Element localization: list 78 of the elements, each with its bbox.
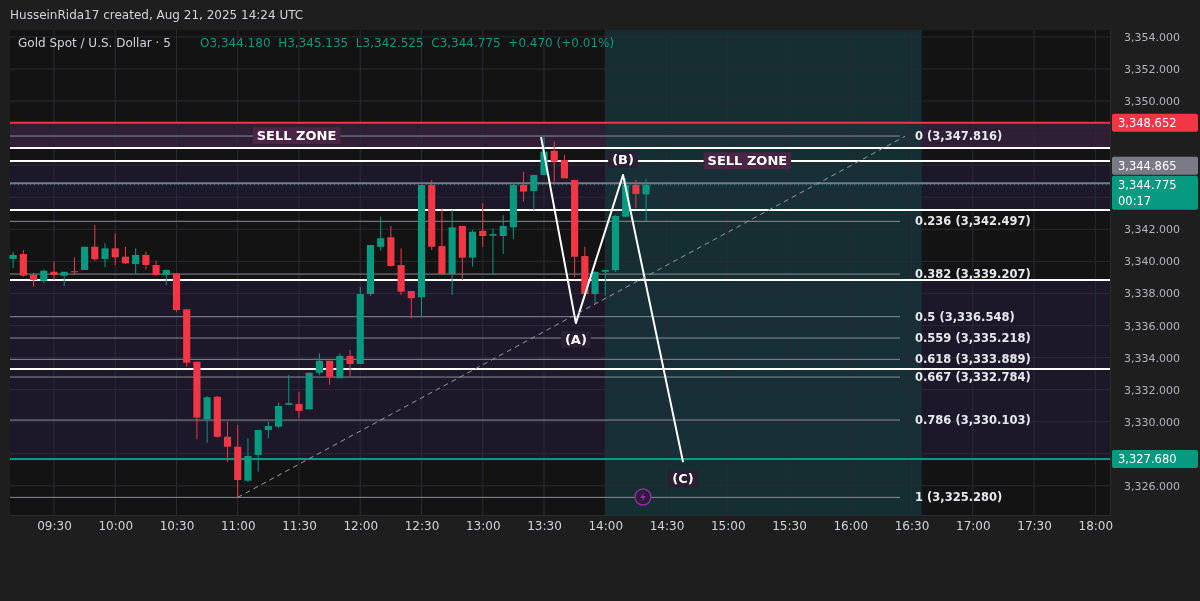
x-tick-label: 17:00 <box>955 518 991 533</box>
x-tick-label: 11:00 <box>220 518 256 533</box>
candlestick <box>550 141 558 184</box>
candlestick <box>70 256 78 276</box>
ref-line-label: 3,348.652 <box>1118 115 1177 130</box>
candlestick <box>285 374 293 406</box>
y-tick-label: 3,352.000 <box>1124 62 1180 76</box>
x-tick-label: 13:30 <box>527 518 562 533</box>
candlestick <box>642 178 650 222</box>
x-tick-label: 12:00 <box>343 518 379 533</box>
y-tick-label: 3,330.000 <box>1124 415 1180 429</box>
candlestick <box>203 395 211 444</box>
candlestick <box>9 251 17 269</box>
candlestick <box>336 352 344 379</box>
ref-line-label: 1 (3,325.280) <box>915 490 1003 505</box>
x-tick-label: 17:30 <box>1017 518 1052 533</box>
x-tick-label: 16:00 <box>833 518 869 533</box>
candlestick <box>346 349 354 378</box>
ref-line-label: 0.5 (3,336.548) <box>915 309 1015 324</box>
x-tick-label: 10:00 <box>98 518 134 533</box>
ref-line-label: 0.382 (3,339.207) <box>915 267 1031 282</box>
x-tick-label: 09:30 <box>37 518 72 533</box>
annotation: SELL ZONE <box>707 153 788 169</box>
candlestick <box>19 249 27 278</box>
x-tick-label: 13:00 <box>465 518 501 533</box>
x-tick-label: 18:00 <box>1078 518 1114 533</box>
y-tick-label: 3,336.000 <box>1124 319 1180 333</box>
ref-line-label: 3,327.680 <box>1118 451 1177 466</box>
candlestick <box>479 202 487 248</box>
candlestick <box>520 171 528 203</box>
ref-line-label: 0.667 (3,332.784) <box>915 370 1031 385</box>
candlestick <box>132 247 140 275</box>
y-tick-label: 3,350.000 <box>1124 95 1180 109</box>
ref-line-label: 0.786 (3,330.103) <box>915 413 1031 428</box>
annotation: (B) <box>612 151 634 167</box>
y-tick-label: 3,354.000 <box>1124 30 1180 44</box>
text: Gold Spot / U.S. Dollar · 5 <box>18 36 171 50</box>
candlestick <box>101 242 109 268</box>
text: HusseinRida17 created, Aug 21, 2025 14:24 UTC <box>10 8 304 22</box>
candlestick <box>377 216 385 252</box>
candlestick <box>111 232 119 266</box>
x-tick-label: 16:30 <box>894 518 930 533</box>
candlestick <box>223 421 232 463</box>
ref-line-label: 3,344.775 00:17 <box>1118 177 1177 208</box>
candlestick <box>601 269 609 297</box>
ref-line-label: 0.236 (3,342.497) <box>915 214 1031 229</box>
x-tick-label: 15:30 <box>772 518 807 533</box>
annotation: (C) <box>672 471 694 487</box>
y-tick-label: 3,338.000 <box>1124 287 1180 301</box>
ref-line-label: 0.559 (3,335.218) <box>915 331 1031 346</box>
candlestick <box>489 227 497 276</box>
ref-line-label: 3,344.865 <box>1118 158 1177 173</box>
candlestick <box>499 214 507 255</box>
candlestick <box>315 352 323 376</box>
ref-line-label: 0.618 (3,333.889) <box>915 352 1031 367</box>
x-tick-label: 14:00 <box>588 518 624 533</box>
text: O3,344.180 H3,345.135 L3,342.525 C3,344.775 +0.470 (+0.01%) <box>200 36 615 50</box>
candlestick <box>275 402 283 429</box>
y-tick-label: 3,332.000 <box>1124 383 1180 397</box>
annotation: SELL ZONE <box>256 128 337 144</box>
x-tick-label: 14:30 <box>649 518 685 533</box>
y-tick-label: 3,334.000 <box>1124 351 1180 365</box>
candlestick <box>632 179 640 209</box>
y-tick-label: 3,342.000 <box>1124 223 1180 237</box>
x-tick-label: 12:30 <box>404 518 440 533</box>
candlestick <box>91 224 99 262</box>
y-tick-label: 3,340.000 <box>1124 255 1180 269</box>
x-tick-label: 15:00 <box>710 518 746 533</box>
ref-line-label: 0 (3,347.816) <box>915 129 1003 144</box>
candlestick <box>50 261 58 281</box>
candlestick <box>326 360 334 386</box>
candlestick <box>591 271 599 305</box>
annotation: (A) <box>564 332 587 348</box>
x-tick-label: 11:30 <box>282 518 317 533</box>
y-tick-label: 3,326.000 <box>1124 479 1180 493</box>
candlestick <box>407 290 415 319</box>
x-tick-label: 10:30 <box>159 518 195 533</box>
candlestick <box>295 391 303 419</box>
